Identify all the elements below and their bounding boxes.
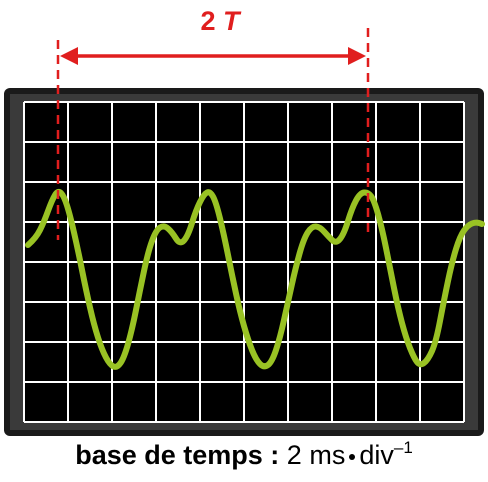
multiplication-dot (349, 454, 356, 460)
period-symbol: T (223, 6, 240, 36)
caption-unit-div: div (359, 440, 394, 470)
period-arrow (60, 47, 366, 65)
caption-label: base de temps : (75, 440, 280, 470)
caption-value: 2 (286, 440, 302, 470)
time-base-caption: base de temps : 2 ms div–1 (0, 438, 488, 471)
caption-unit-ms: ms (309, 440, 346, 470)
caption-exponent: –1 (393, 438, 413, 457)
period-number: 2 (200, 6, 216, 36)
signal-trace (25, 188, 485, 370)
screen-grid (23, 101, 465, 423)
period-label: 2 T (170, 6, 270, 37)
